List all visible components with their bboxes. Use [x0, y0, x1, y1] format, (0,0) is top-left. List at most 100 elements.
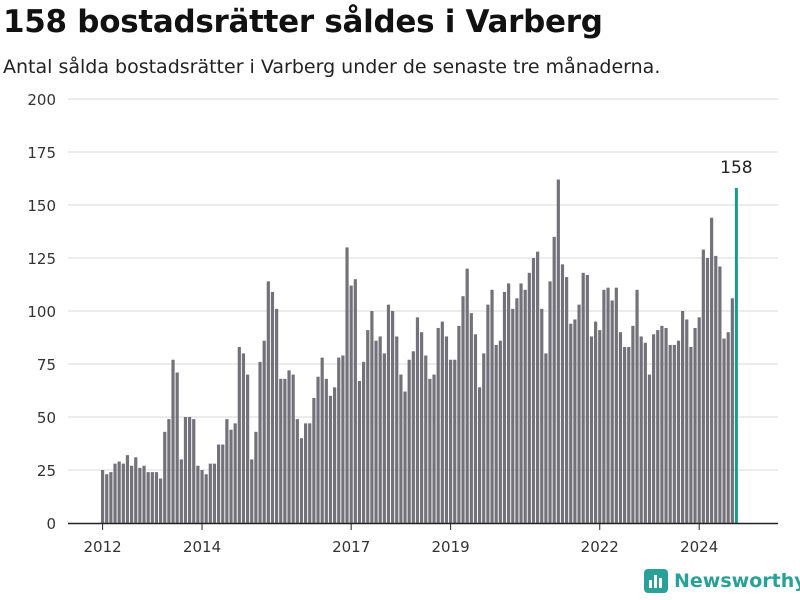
bar: [635, 289, 639, 523]
bar: [490, 289, 494, 523]
bar: [440, 321, 444, 523]
bar: [105, 474, 109, 523]
bar: [270, 291, 275, 523]
bar: [618, 332, 623, 523]
bar: [478, 387, 482, 523]
bar: [121, 463, 125, 523]
x-tick-label: 2024: [680, 538, 718, 556]
bar: [560, 264, 565, 523]
bar: [610, 300, 614, 523]
bar: [275, 308, 279, 523]
y-tick-label: 75: [37, 356, 56, 374]
bar: [453, 359, 457, 523]
bar: [689, 347, 693, 523]
bar: [130, 465, 134, 523]
bar: [246, 374, 250, 523]
bar: [101, 470, 105, 523]
bar: [697, 317, 701, 523]
bar: [461, 296, 465, 523]
bar: [693, 327, 697, 523]
bar: [254, 431, 258, 523]
bar: [212, 463, 217, 523]
bar: [498, 340, 502, 523]
bar: [660, 325, 664, 523]
bar: [585, 274, 589, 523]
bar: [312, 397, 316, 523]
bar: [531, 258, 536, 523]
bar: [150, 472, 154, 523]
bar: [589, 336, 594, 523]
bar: [540, 308, 544, 523]
bar: [676, 340, 681, 523]
bar: [192, 419, 196, 523]
bar: [204, 474, 208, 523]
bar: [482, 353, 486, 523]
page-subtitle: Antal sålda bostadsrätter i Varberg unde…: [3, 56, 661, 78]
y-tick-label: 125: [27, 250, 56, 268]
bar: [627, 347, 631, 523]
y-tick-label: 0: [46, 515, 56, 533]
bar: [573, 319, 577, 523]
x-tick-label: 2014: [183, 538, 221, 556]
bar: [548, 281, 552, 523]
bar: [527, 272, 531, 523]
bar: [444, 336, 449, 523]
bar: [287, 370, 291, 523]
bar: [569, 323, 573, 523]
bar: [146, 472, 150, 523]
bar: [449, 359, 453, 523]
bar: [167, 419, 171, 523]
bar: [556, 179, 560, 523]
x-tick-label: 2022: [581, 538, 619, 556]
bar: [424, 355, 428, 523]
bar: [577, 304, 581, 523]
bar: [631, 325, 635, 523]
bar: [614, 287, 618, 523]
x-tick-label: 2012: [84, 538, 122, 556]
bar: [428, 378, 432, 523]
bar: [391, 311, 395, 523]
bar: [403, 391, 407, 523]
bar: [183, 417, 188, 523]
bar: [208, 463, 212, 523]
bar: [154, 472, 159, 523]
bar: [643, 342, 647, 523]
newsworthy-logo: Newsworthy: [644, 569, 800, 593]
y-tick-label: 50: [37, 409, 56, 427]
highlight-bar: [734, 188, 738, 524]
bar: [432, 374, 436, 523]
bar: [279, 378, 283, 523]
bar: [200, 470, 204, 523]
bar: [581, 272, 585, 523]
x-tick-label: 2019: [432, 538, 470, 556]
y-tick-label: 150: [27, 197, 56, 215]
bar: [722, 338, 726, 523]
y-tick-label: 200: [27, 91, 56, 109]
bar: [519, 283, 523, 523]
bar: [299, 438, 304, 523]
bar: [349, 285, 353, 523]
bar: [341, 355, 345, 523]
bar: [523, 289, 527, 523]
bar: [353, 279, 357, 523]
bar: [125, 455, 130, 523]
bar: [647, 374, 652, 523]
bar: [142, 465, 146, 523]
bar: [386, 304, 391, 523]
bar: [134, 457, 138, 523]
bar: [337, 357, 341, 523]
bar: [473, 334, 478, 523]
bar: [266, 281, 270, 523]
bar: [395, 336, 399, 523]
bar: [515, 298, 519, 523]
bar: [362, 361, 366, 523]
bar: [594, 321, 598, 523]
bar: [668, 344, 672, 523]
bar: [324, 378, 328, 523]
bar: [163, 431, 167, 523]
y-tick-label: 100: [27, 303, 56, 321]
bar: [718, 266, 722, 523]
bar: [308, 423, 312, 523]
bar: [436, 327, 440, 523]
